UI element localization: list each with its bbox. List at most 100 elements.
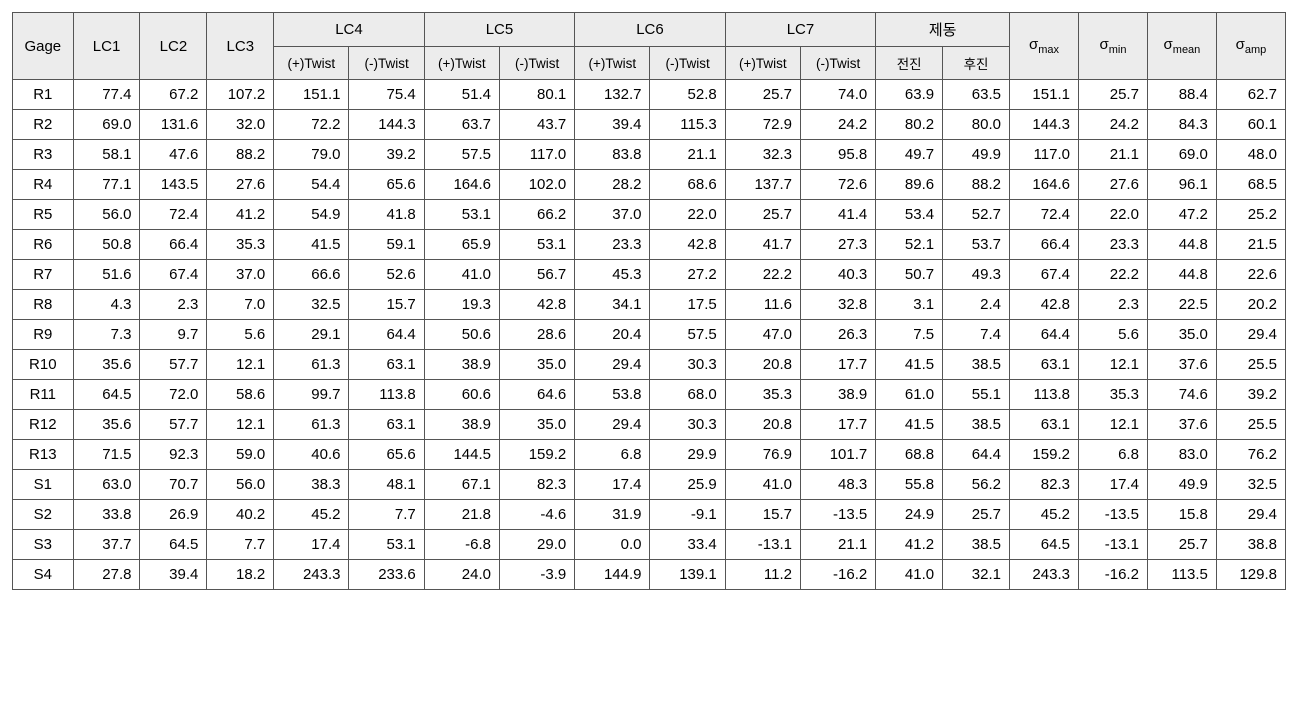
value-cell: 66.4 [140,230,207,260]
value-cell: 66.6 [274,260,349,290]
value-cell: 47.2 [1147,200,1216,230]
value-cell: 32.1 [943,560,1010,590]
value-cell: 39.2 [349,140,424,170]
value-cell: 144.5 [424,440,499,470]
value-cell: 95.8 [800,140,875,170]
col-lc6: LC6 [575,13,726,47]
value-cell: 88.2 [207,140,274,170]
value-cell: 144.3 [1010,110,1079,140]
value-cell: 53.1 [424,200,499,230]
value-cell: 17.7 [800,410,875,440]
col-sigma-max: σmax [1010,13,1079,80]
value-cell: 45.3 [575,260,650,290]
value-cell: 72.2 [274,110,349,140]
value-cell: 30.3 [650,410,725,440]
value-cell: 143.5 [140,170,207,200]
value-cell: 12.1 [1078,410,1147,440]
value-cell: -9.1 [650,500,725,530]
value-cell: 41.5 [876,350,943,380]
value-cell: 15.7 [725,500,800,530]
value-cell: 21.8 [424,500,499,530]
value-cell: 40.6 [274,440,349,470]
value-cell: 64.5 [140,530,207,560]
value-cell: 22.0 [1078,200,1147,230]
col-lc4-minus: (-)Twist [349,47,424,80]
gage-cell: R3 [13,140,74,170]
value-cell: 49.9 [1147,470,1216,500]
col-lc7-minus: (-)Twist [800,47,875,80]
value-cell: 80.2 [876,110,943,140]
value-cell: 48.0 [1216,140,1285,170]
value-cell: 25.7 [1147,530,1216,560]
value-cell: 41.2 [876,530,943,560]
gage-cell: R8 [13,290,74,320]
value-cell: 63.1 [349,410,424,440]
value-cell: 39.2 [1216,380,1285,410]
table-row: R1371.592.359.040.665.6144.5159.26.829.9… [13,440,1286,470]
col-lc5-minus: (-)Twist [499,47,574,80]
value-cell: 72.0 [140,380,207,410]
col-lc6-minus: (-)Twist [650,47,725,80]
value-cell: 56.0 [207,470,274,500]
table-row: S337.764.57.717.453.1-6.829.00.033.4-13.… [13,530,1286,560]
value-cell: 21.5 [1216,230,1285,260]
value-cell: 29.4 [575,350,650,380]
value-cell: 5.6 [207,320,274,350]
value-cell: 38.5 [943,350,1010,380]
value-cell: 32.0 [207,110,274,140]
value-cell: 35.0 [499,350,574,380]
value-cell: 71.5 [73,440,140,470]
value-cell: 26.3 [800,320,875,350]
value-cell: 7.3 [73,320,140,350]
value-cell: 29.4 [1216,500,1285,530]
value-cell: 82.3 [1010,470,1079,500]
value-cell: 52.7 [943,200,1010,230]
value-cell: 63.5 [943,80,1010,110]
value-cell: 27.6 [207,170,274,200]
value-cell: 17.4 [274,530,349,560]
value-cell: 53.1 [499,230,574,260]
value-cell: -13.1 [725,530,800,560]
value-cell: 22.2 [725,260,800,290]
col-lc6-plus: (+)Twist [575,47,650,80]
col-sigma-amp: σamp [1216,13,1285,80]
value-cell: 17.7 [800,350,875,380]
value-cell: 15.7 [349,290,424,320]
value-cell: 42.8 [650,230,725,260]
value-cell: 72.4 [140,200,207,230]
value-cell: 50.6 [424,320,499,350]
value-cell: 41.7 [725,230,800,260]
value-cell: 32.5 [274,290,349,320]
value-cell: 45.2 [1010,500,1079,530]
value-cell: 57.7 [140,410,207,440]
value-cell: 58.6 [207,380,274,410]
value-cell: 17.4 [575,470,650,500]
value-cell: 25.5 [1216,410,1285,440]
value-cell: 77.4 [73,80,140,110]
value-cell: 243.3 [1010,560,1079,590]
value-cell: 159.2 [499,440,574,470]
table-row: R84.32.37.032.515.719.342.834.117.511.63… [13,290,1286,320]
value-cell: 233.6 [349,560,424,590]
value-cell: 11.2 [725,560,800,590]
value-cell: 62.7 [1216,80,1285,110]
value-cell: 32.8 [800,290,875,320]
gage-cell: R2 [13,110,74,140]
gage-cell: S1 [13,470,74,500]
value-cell: 64.4 [349,320,424,350]
table-body: R177.467.2107.2151.175.451.480.1132.752.… [13,80,1286,590]
gage-cell: S4 [13,560,74,590]
value-cell: 54.4 [274,170,349,200]
value-cell: 6.8 [1078,440,1147,470]
value-cell: 129.8 [1216,560,1285,590]
value-cell: 47.6 [140,140,207,170]
value-cell: 22.6 [1216,260,1285,290]
value-cell: -6.8 [424,530,499,560]
gage-cell: S2 [13,500,74,530]
value-cell: 24.0 [424,560,499,590]
value-cell: 67.2 [140,80,207,110]
value-cell: 35.0 [499,410,574,440]
value-cell: 41.0 [876,560,943,590]
value-cell: 7.5 [876,320,943,350]
table-row: R177.467.2107.2151.175.451.480.1132.752.… [13,80,1286,110]
